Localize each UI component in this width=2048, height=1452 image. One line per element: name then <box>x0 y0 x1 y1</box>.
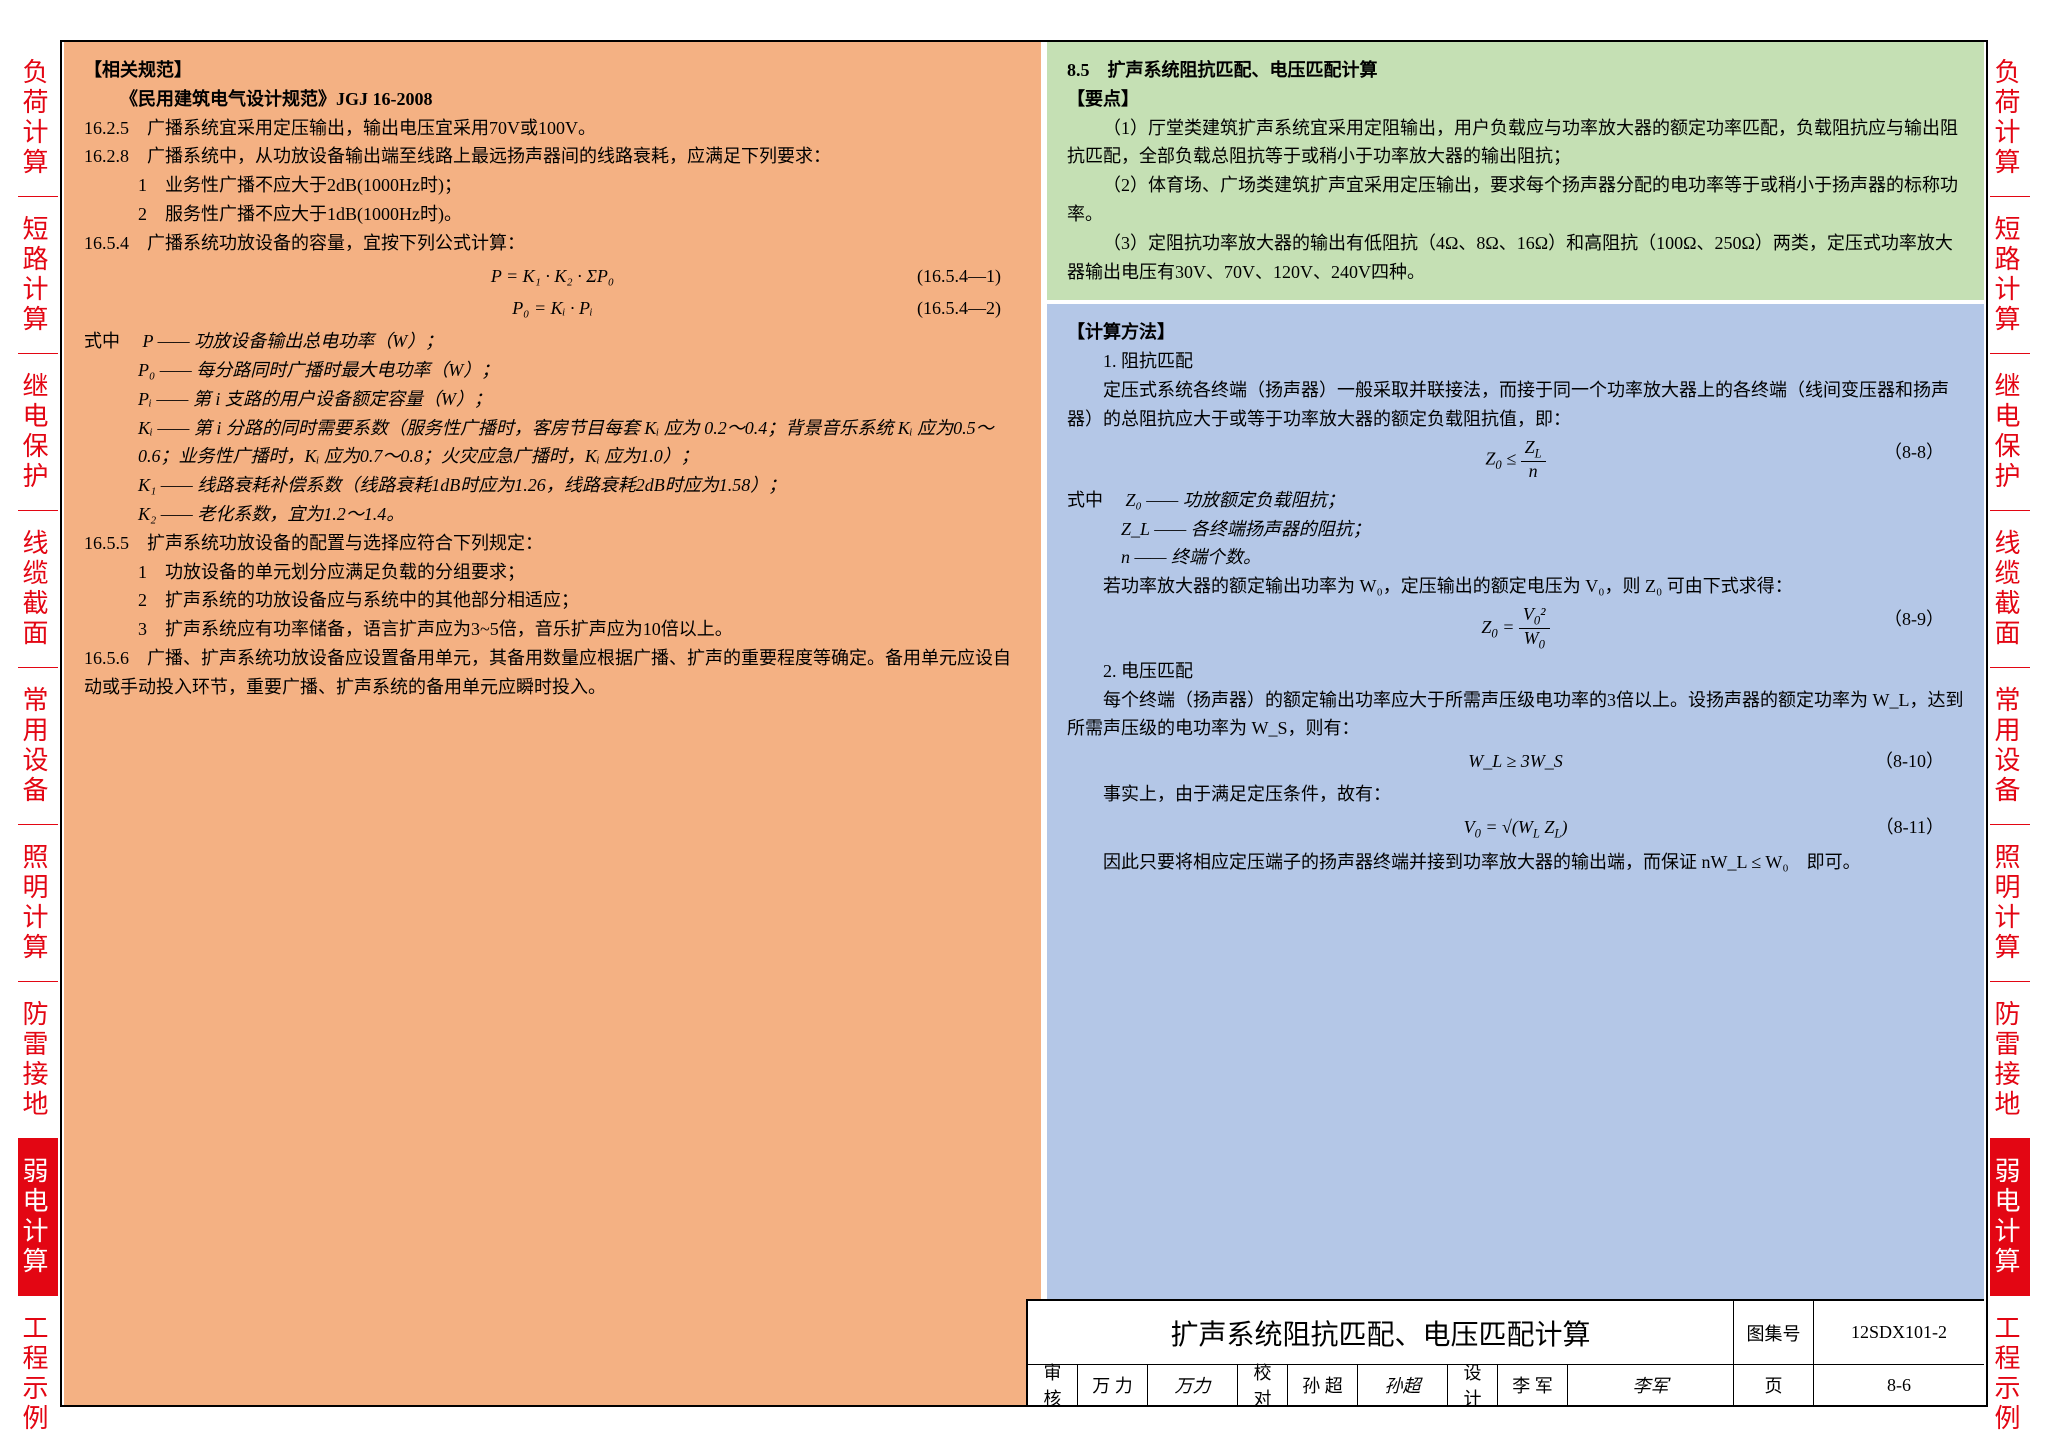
def-n: n —— 终端个数。 <box>1067 543 1964 572</box>
left-side-tabs: 负荷计算 短路计算 继电保护 线缆截面 常用设备 照明计算 防雷接地 弱电计算 … <box>18 40 58 1452</box>
left-p2: 16.2.8 广播系统中，从功放设备输出端至线路上最远扬声器间的线路衰耗，应满足… <box>84 142 1021 171</box>
right-side-tabs: 负荷计算 短路计算 继电保护 线缆截面 常用设备 照明计算 防雷接地 弱电计算 … <box>1990 40 2030 1452</box>
check-sig: 孙超 <box>1358 1365 1448 1405</box>
left-p4a: 1 功放设备的单元划分应满足负载的分组要求； <box>84 558 1021 587</box>
tab-lighting-calc[interactable]: 照明计算 <box>18 825 58 982</box>
tab-cable-section-r[interactable]: 线缆截面 <box>1990 511 2030 668</box>
sec1-p2: 若功率放大器的额定输出功率为 W₀，定压输出的额定电压为 V₀，则 Z₀ 可由下… <box>1067 572 1964 601</box>
atlas-label: 图集号 <box>1734 1301 1814 1364</box>
def-Pi: Pᵢ —— 第 i 支路的用户设备额定容量（W）； <box>84 385 1021 414</box>
tab-common-equip-r[interactable]: 常用设备 <box>1990 668 2030 825</box>
def-P0: P₀ —— 每分路同时广播时最大电功率（W）； <box>84 356 1021 385</box>
equation-16-5-4-1: P = K₁ · K₂ · ΣP₀ (16.5.4—1) <box>84 262 1021 291</box>
equation-8-10: W_L ≥ 3W_S （8-10） <box>1067 747 1964 776</box>
def-K1: K₁ —— 线路衰耗补偿系数（线路衰耗1dB时应为1.26，线路衰耗2dB时应为… <box>84 471 1021 500</box>
check-name: 孙 超 <box>1288 1365 1358 1405</box>
eq1-text: P = K₁ · K₂ · ΣP₀ <box>491 266 614 286</box>
sec2-p1: 每个终端（扬声器）的额定输出功率应大于所需声压级电功率的3倍以上。设扬声器的额定… <box>1067 686 1964 744</box>
tab-weak-current-r[interactable]: 弱电计算 <box>1990 1139 2030 1296</box>
eq810-text: W_L ≥ 3W_S <box>1468 751 1563 771</box>
equation-8-11: V0 = √(WL ZL) （8-11） <box>1067 813 1964 844</box>
tab-lightning-r[interactable]: 防雷接地 <box>1990 982 2030 1139</box>
design-label: 设计 <box>1448 1365 1498 1405</box>
blue-where: 式中 Z₀ —— 功放额定负载阻抗； <box>1067 486 1964 515</box>
sec2-p2: 事实上，由于满足定压条件，故有： <box>1067 780 1964 809</box>
page-label: 页 <box>1734 1365 1814 1405</box>
design-sig: 李军 <box>1568 1365 1734 1405</box>
equation-16-5-4-2: P₀ = Kᵢ · Pᵢ (16.5.4—2) <box>84 294 1021 323</box>
tab-load-calc-r[interactable]: 负荷计算 <box>1990 40 2030 197</box>
atlas-value: 12SDX101-2 <box>1814 1301 1984 1364</box>
tab-load-calc[interactable]: 负荷计算 <box>18 40 58 197</box>
eq88-num: （8-8） <box>1884 438 1944 467</box>
green-p2: （2）体育场、广场类建筑扩声宜采用定压输出，要求每个扬声器分配的电功率等于或稍小… <box>1067 171 1964 229</box>
equation-8-8: Z0 ≤ ZLn （8-8） <box>1067 438 1964 482</box>
left-p3: 16.5.4 广播系统功放设备的容量，宜按下列公式计算： <box>84 229 1021 258</box>
left-p2a: 1 业务性广播不应大于2dB(1000Hz时)； <box>84 171 1021 200</box>
equation-8-9: Z0 = V0²W0 （8-9） <box>1067 605 1964 653</box>
sec2-title: 2. 电压匹配 <box>1067 657 1964 686</box>
sec2-p3: 因此只要将相应定压端子的扬声器终端并接到功率放大器的输出端，而保证 nW_L ≤… <box>1067 848 1964 877</box>
blue-heading: 【计算方法】 <box>1067 318 1964 347</box>
title-block-table: 扩声系统阻抗匹配、电压匹配计算 图集号 12SDX101-2 审核 万 力 万力… <box>1026 1299 1984 1405</box>
def-Z0: Z₀ —— 功放额定负载阻抗； <box>1126 490 1345 510</box>
where-label: 式中 <box>84 331 120 351</box>
sec1-title: 1. 阻抗匹配 <box>1067 347 1964 376</box>
page-value: 8-6 <box>1814 1365 1984 1405</box>
sec1-p1: 定压式系统各终端（扬声器）一般采取并联接法，而接于同一个功率放大器上的各终端（线… <box>1067 376 1964 434</box>
left-heading: 【相关规范】 <box>84 56 1021 85</box>
key-points-panel: 8.5 扩声系统阻抗匹配、电压匹配计算 【要点】 （1）厅堂类建筑扩声系统宜采用… <box>1047 42 1984 300</box>
footer-main-title: 扩声系统阻抗匹配、电压匹配计算 <box>1028 1301 1734 1364</box>
eq810-num: （8-10） <box>1875 747 1944 776</box>
green-p3: （3）定阻抗功率放大器的输出有低阻抗（4Ω、8Ω、16Ω）和高阻抗（100Ω、2… <box>1067 229 1964 287</box>
tab-short-circuit-r[interactable]: 短路计算 <box>1990 197 2030 354</box>
left-p2b: 2 服务性广播不应大于1dB(1000Hz时)。 <box>84 200 1021 229</box>
related-standards-panel: 【相关规范】 《民用建筑电气设计规范》JGJ 16-2008 16.2.5 广播… <box>64 42 1041 1405</box>
tab-relay-protect[interactable]: 继电保护 <box>18 354 58 511</box>
eq2-text: P₀ = Kᵢ · Pᵢ <box>512 298 593 318</box>
def-P: P —— 功放设备输出总电功率（W）； <box>143 331 444 351</box>
def-Ki: Kᵢ —— 第 i 分路的同时需要系数（服务性广播时，客房节目每套 Kᵢ 应为 … <box>84 414 1021 472</box>
left-p4b: 2 扩声系统的功放设备应与系统中的其他部分相适应； <box>84 586 1021 615</box>
right-column: 8.5 扩声系统阻抗匹配、电压匹配计算 【要点】 （1）厅堂类建筑扩声系统宜采用… <box>1047 42 1984 1405</box>
tab-relay-protect-r[interactable]: 继电保护 <box>1990 354 2030 511</box>
eq811-num: （8-11） <box>1876 813 1944 842</box>
eq2-num: (16.5.4—2) <box>917 294 1001 323</box>
def-ZL: Z_L —— 各终端扬声器的阻抗； <box>1067 515 1964 544</box>
where-row: 式中 P —— 功放设备输出总电功率（W）； <box>84 327 1021 356</box>
calc-method-panel: 【计算方法】 1. 阻抗匹配 定压式系统各终端（扬声器）一般采取并联接法，而接于… <box>1047 304 1984 1405</box>
tab-examples-r[interactable]: 工程示例 <box>1990 1296 2030 1452</box>
left-p5: 16.5.6 广播、扩声系统功放设备应设置备用单元，其备用数量应根据广播、扩声的… <box>84 644 1021 702</box>
design-name: 李 军 <box>1498 1365 1568 1405</box>
tab-short-circuit[interactable]: 短路计算 <box>18 197 58 354</box>
check-label: 校对 <box>1238 1365 1288 1405</box>
tab-examples[interactable]: 工程示例 <box>18 1296 58 1452</box>
review-sig: 万力 <box>1148 1365 1238 1405</box>
tab-weak-current[interactable]: 弱电计算 <box>18 1139 58 1296</box>
tab-common-equip[interactable]: 常用设备 <box>18 668 58 825</box>
tab-lightning[interactable]: 防雷接地 <box>18 982 58 1139</box>
tab-cable-section[interactable]: 线缆截面 <box>18 511 58 668</box>
blue-where-label: 式中 <box>1067 490 1103 510</box>
content-area: 【相关规范】 《民用建筑电气设计规范》JGJ 16-2008 16.2.5 广播… <box>64 42 1984 1405</box>
green-heading: 【要点】 <box>1067 85 1964 114</box>
green-title: 8.5 扩声系统阻抗匹配、电压匹配计算 <box>1067 56 1964 85</box>
eq89-num: （8-9） <box>1884 605 1944 634</box>
left-p4: 16.5.5 扩声系统功放设备的配置与选择应符合下列规定： <box>84 529 1021 558</box>
eq1-num: (16.5.4—1) <box>917 262 1001 291</box>
review-label: 审核 <box>1028 1365 1078 1405</box>
green-p1: （1）厅堂类建筑扩声系统宜采用定阻输出，用户负载应与功率放大器的额定功率匹配，负… <box>1067 114 1964 172</box>
review-name: 万 力 <box>1078 1365 1148 1405</box>
left-subheading: 《民用建筑电气设计规范》JGJ 16-2008 <box>84 85 1021 114</box>
tab-lighting-calc-r[interactable]: 照明计算 <box>1990 825 2030 982</box>
def-K2: K₂ —— 老化系数，宜为1.2～1.4。 <box>84 500 1021 529</box>
left-p4c: 3 扩声系统应有功率储备，语言扩声应为3~5倍，音乐扩声应为10倍以上。 <box>84 615 1021 644</box>
left-p1: 16.2.5 广播系统宜采用定压输出，输出电压宜采用70V或100V。 <box>84 114 1021 143</box>
